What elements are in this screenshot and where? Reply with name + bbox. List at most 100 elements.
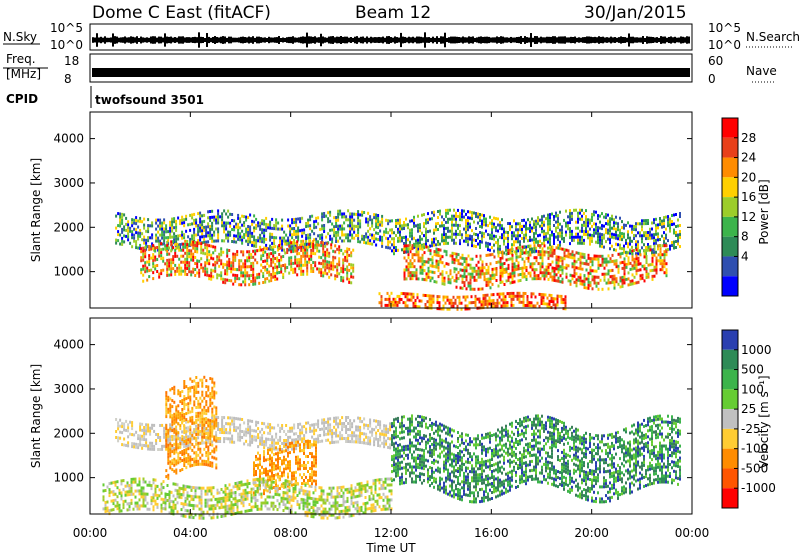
nsky-tick-bottom: 10^0 [50,38,83,52]
echo-cell [659,247,662,251]
echo-cell [262,251,265,254]
echo-cell [517,237,519,241]
echo-cell [259,233,262,237]
echo-cell [499,269,502,272]
echo-cell [517,234,519,238]
echo-cell [483,217,485,221]
echo-cell [273,447,276,451]
echo-cell [333,228,336,232]
echo-cell [183,428,186,431]
echo-cell [264,277,267,281]
echo-cell [147,236,150,240]
echo-cell [527,259,530,263]
echo-cell [426,294,429,298]
echo-cell [619,237,621,241]
echo-cell [233,237,236,241]
echo-cell [461,212,463,216]
echo-cell [513,280,516,284]
echo-cell [165,224,168,228]
echo-cell [205,432,208,435]
nsky-sample [122,37,124,43]
echo-cell [293,432,296,436]
echo-cell [166,246,169,250]
echo-cell [538,292,541,296]
echo-cell [301,437,304,441]
echo-cell [233,428,236,432]
echo-cell [516,294,519,298]
echo-cell [265,425,268,429]
echo-cell [177,461,180,465]
echo-cell [153,447,156,451]
echo-cell [533,250,536,254]
nsky-sample [374,37,376,43]
echo-cell [543,268,546,272]
echo-cell [230,270,233,274]
echo-cell [294,246,297,250]
echo-cell [641,219,643,223]
echo-cell [175,225,178,229]
echo-cell [665,233,667,237]
echo-cell [375,213,378,217]
echo-cell [553,272,556,276]
echo-cell [273,438,276,442]
echo-cell [543,214,545,218]
echo-cell [408,292,411,296]
echo-cell [189,240,192,244]
echo-cell [458,295,461,299]
echo-cell [579,229,581,233]
echo-cell [386,297,389,301]
echo-cell [371,430,374,434]
nsky-sample [634,37,636,43]
echo-cell [463,284,466,288]
echo-cell [651,248,653,252]
echo-cell [300,254,303,258]
echo-cell [191,216,194,220]
echo-cell [163,239,166,243]
echo-cell [517,273,520,277]
echo-cell [351,215,354,219]
echo-cell [502,298,505,302]
echo-cell [119,221,122,225]
nsky-sample [258,36,260,44]
echo-cell [351,434,354,438]
echo-cell [215,221,218,225]
nsky-sample [284,37,286,43]
echo-cell [633,257,636,261]
echo-cell [131,221,134,225]
echo-cell [455,220,457,224]
echo-cell [335,431,338,435]
echo-cell [287,239,290,243]
echo-cell [363,211,366,214]
echo-cell [633,260,636,264]
echo-cell [189,455,192,459]
echo-cell [461,286,464,290]
echo-cell [412,304,415,308]
echo-cell [171,468,174,472]
echo-cell [133,221,136,225]
echo-cell [271,426,274,430]
echo-cell [259,430,262,434]
echo-cell [166,258,169,262]
echo-cell [284,263,287,267]
echo-cell [217,209,220,213]
echo-cell [291,438,294,442]
echo-cell [181,430,184,434]
echo-cell [239,220,242,224]
echo-cell [617,237,619,241]
echo-cell [202,251,205,255]
echo-cell [501,256,504,260]
echo-cell [322,241,325,245]
nsky-sample [212,36,214,44]
echo-cell [541,274,544,278]
echo-cell [310,254,313,258]
echo-cell [245,439,248,443]
echo-cell [448,301,451,305]
nsky-sample [530,33,532,47]
nsky-sample [652,36,654,44]
echo-cell [501,218,503,222]
echo-cell [479,243,481,246]
echo-cell [655,250,657,254]
echo-cell [331,237,334,241]
nsky-sample [562,36,564,44]
nsky-sample [280,37,282,43]
